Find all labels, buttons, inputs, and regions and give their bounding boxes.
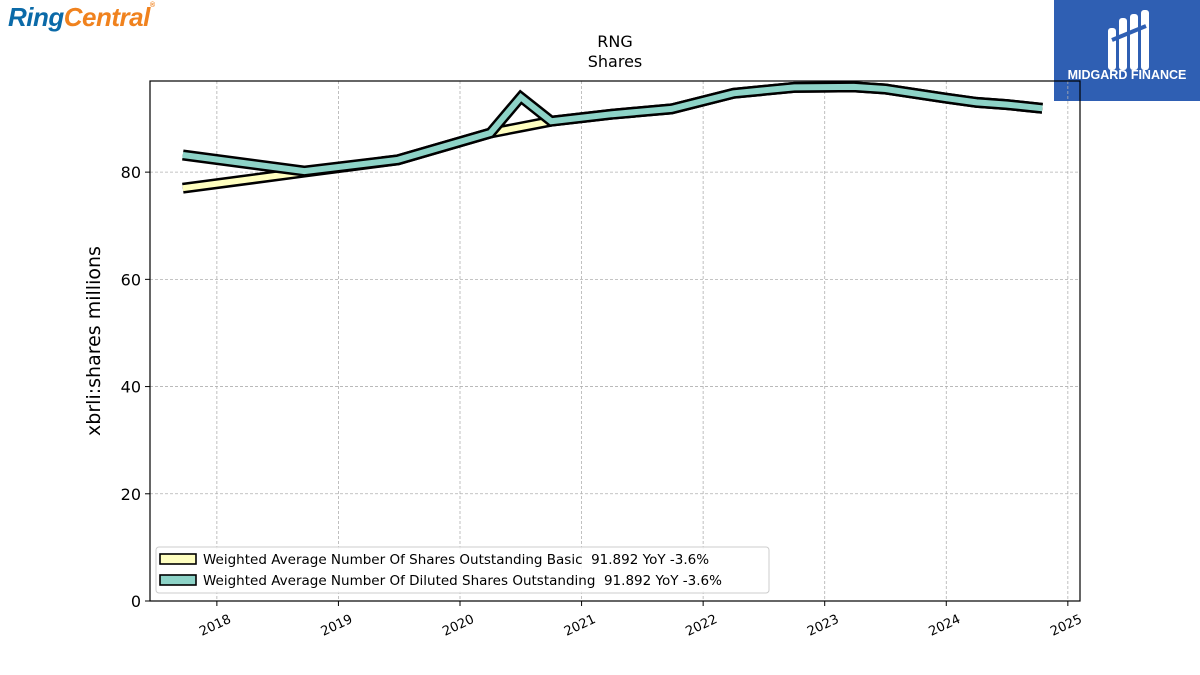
legend: Weighted Average Number Of Shares Outsta… [155, 546, 770, 594]
legend-box [155, 546, 770, 594]
x-tick-label: 2024 [927, 612, 963, 640]
x-tick-label: 2019 [319, 612, 355, 640]
series-line-1 [182, 83, 1043, 175]
midgard-finance-logo: MIDGARD FINANCE [1054, 0, 1200, 101]
y-tick-label: 80 [121, 163, 141, 182]
x-tick-label: 2020 [440, 612, 476, 640]
midgard-emblem-icon [1108, 10, 1149, 70]
series-layer [182, 81, 1043, 194]
x-tick-label: 2025 [1048, 612, 1084, 640]
chart-subtitle: Shares [588, 52, 643, 71]
legend-label-1: Weighted Average Number Of Diluted Share… [203, 573, 722, 589]
logo-central-text: Central [63, 2, 151, 32]
y-tick-label: 60 [121, 270, 141, 289]
y-tick-label: 20 [121, 485, 141, 504]
series-outline-1 [182, 81, 1043, 177]
logo-ring-text: Ring [8, 2, 64, 32]
x-tick-label: 2022 [683, 612, 719, 640]
y-axis-label: xbrli:shares millions [83, 246, 105, 436]
plot-frame [149, 80, 1081, 602]
legend-label-0: Weighted Average Number Of Shares Outsta… [203, 552, 709, 568]
midgard-finance-text: MIDGARD FINANCE [1067, 68, 1187, 82]
logo-registered-mark: ® [149, 2, 155, 9]
grid-lines [150, 81, 1080, 601]
x-tick-label: 2021 [562, 612, 598, 640]
y-tick-label: 0 [131, 592, 141, 611]
legend-swatch-0 [159, 553, 197, 565]
x-tick-label: 2018 [197, 612, 233, 640]
x-tick-label: 2023 [805, 612, 841, 640]
legend-swatch-1 [159, 574, 197, 586]
y-tick-label: 40 [121, 378, 141, 397]
ringcentral-logo: RingCentral® [8, 2, 155, 33]
chart-title: RNG [597, 32, 632, 51]
